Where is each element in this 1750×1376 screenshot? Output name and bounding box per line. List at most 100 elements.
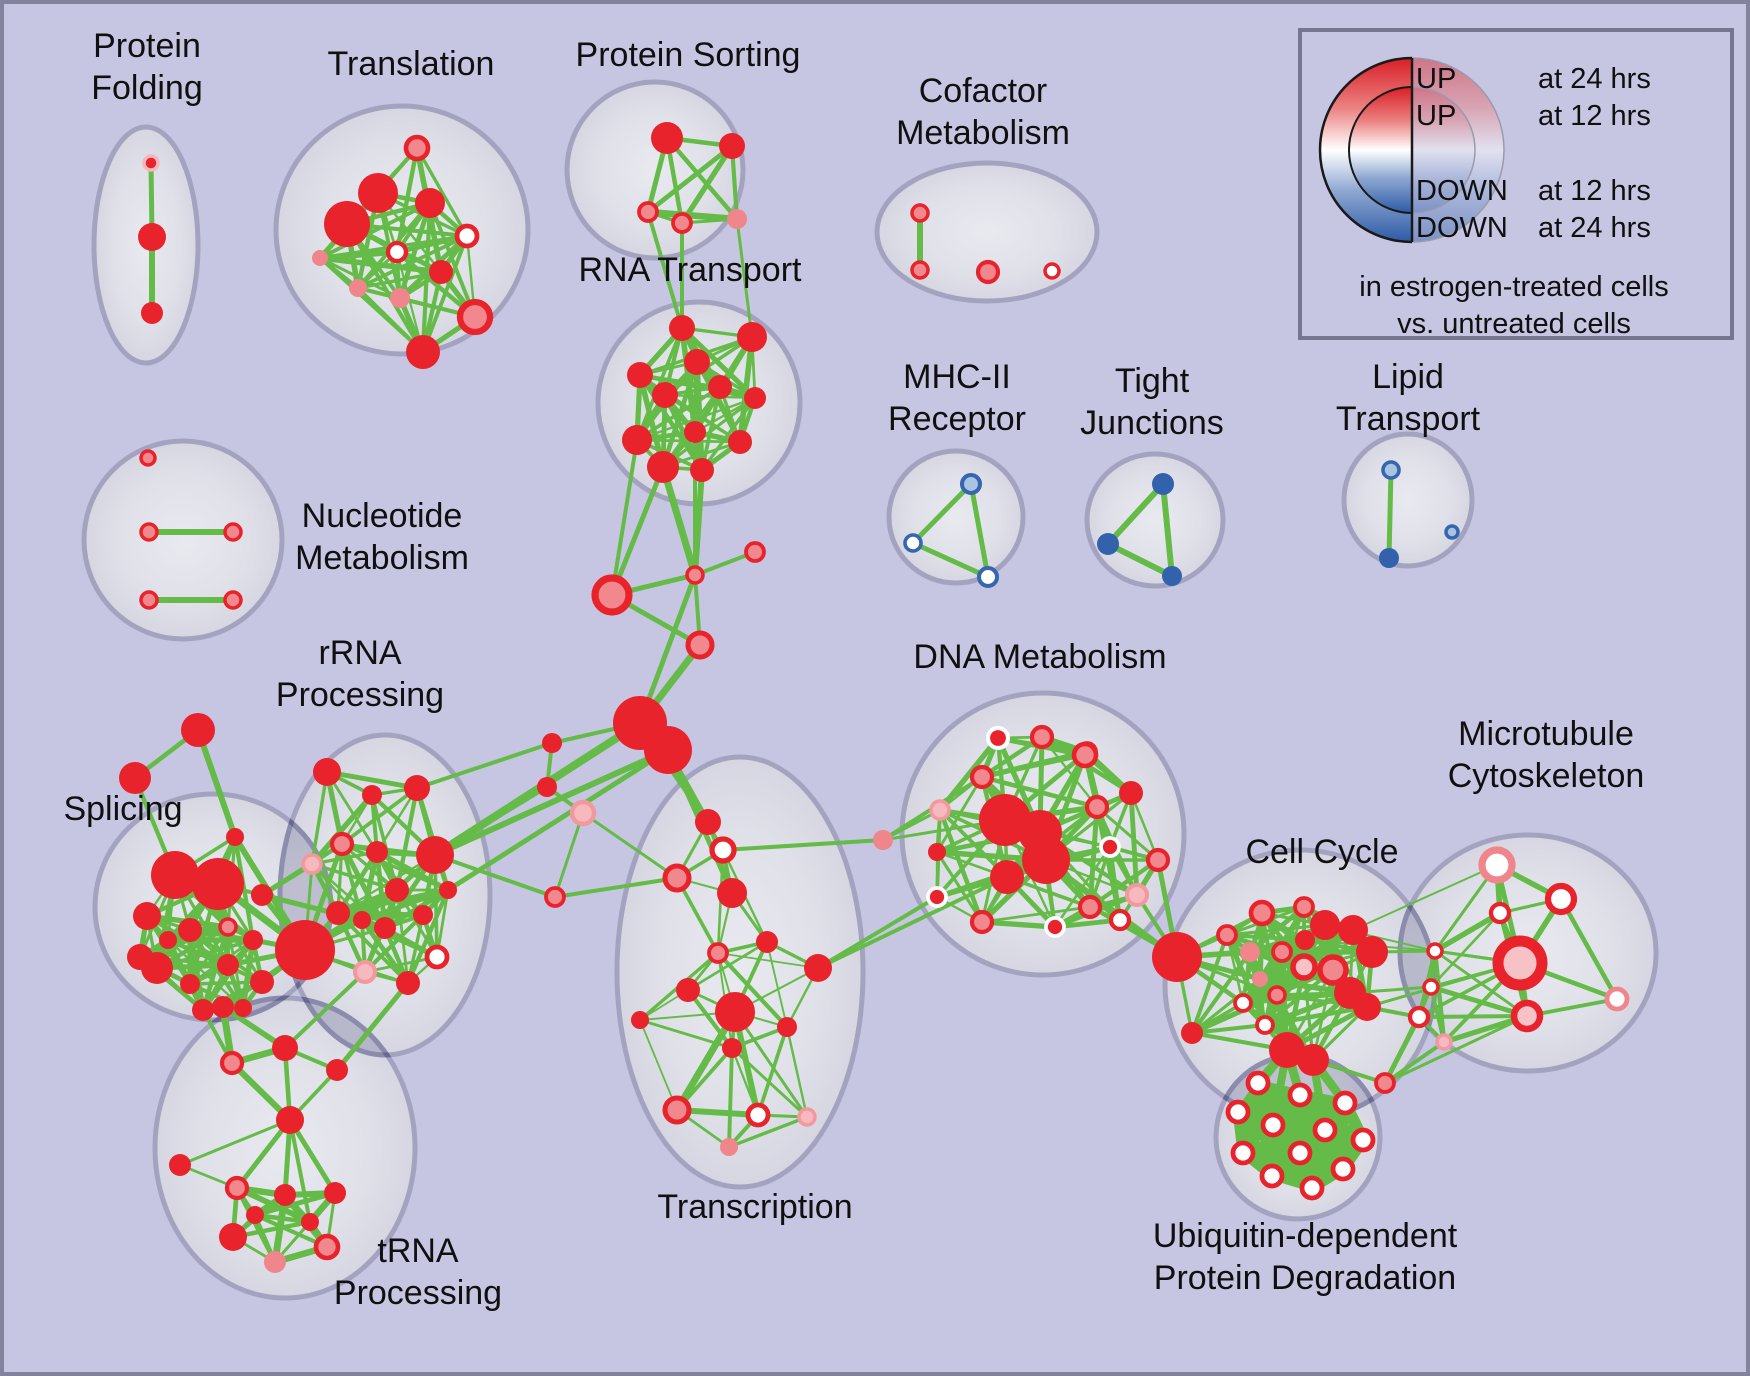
gene-node[interactable] — [139, 522, 159, 542]
gene-node[interactable] — [985, 725, 1011, 751]
gene-node[interactable] — [1267, 985, 1287, 1005]
gene-node[interactable] — [429, 260, 453, 284]
gene-node[interactable] — [178, 918, 202, 942]
gene-node[interactable] — [1350, 1127, 1376, 1153]
gene-node[interactable] — [246, 1206, 264, 1224]
gene-node[interactable] — [1099, 836, 1121, 858]
gene-node[interactable] — [1435, 1033, 1453, 1051]
gene-node[interactable] — [1374, 1072, 1396, 1094]
gene-node[interactable] — [1444, 524, 1460, 540]
gene-node[interactable] — [1152, 932, 1202, 982]
gene-node[interactable] — [1071, 741, 1099, 769]
gene-node[interactable] — [396, 971, 420, 995]
gene-node[interactable] — [1260, 1112, 1286, 1138]
gene-node[interactable] — [1407, 1005, 1431, 1029]
gene-node[interactable] — [975, 259, 1001, 285]
gene-node[interactable] — [719, 133, 745, 159]
gene-node[interactable] — [1510, 999, 1544, 1033]
gene-node[interactable] — [969, 909, 995, 935]
gene-node[interactable] — [671, 212, 693, 234]
gene-node[interactable] — [219, 1050, 245, 1076]
gene-node[interactable] — [133, 902, 161, 930]
gene-node[interactable] — [151, 851, 199, 899]
gene-node[interactable] — [358, 173, 398, 213]
gene-node[interactable] — [119, 762, 151, 794]
gene-node[interactable] — [715, 992, 755, 1032]
gene-node[interactable] — [873, 830, 893, 850]
gene-node[interactable] — [537, 777, 557, 797]
gene-node[interactable] — [684, 349, 710, 375]
gene-node[interactable] — [324, 201, 370, 247]
gene-node[interactable] — [647, 451, 679, 483]
gene-node[interactable] — [1271, 941, 1293, 963]
gene-node[interactable] — [928, 843, 946, 861]
gene-node[interactable] — [1108, 908, 1132, 932]
gene-node[interactable] — [1604, 986, 1630, 1012]
gene-node[interactable] — [756, 931, 778, 953]
gene-node[interactable] — [569, 799, 597, 827]
gene-node[interactable] — [707, 942, 729, 964]
gene-node[interactable] — [224, 1175, 250, 1201]
gene-node[interactable] — [141, 952, 173, 984]
gene-node[interactable] — [662, 1095, 692, 1125]
gene-node[interactable] — [274, 1184, 296, 1206]
gene-node[interactable] — [219, 1223, 247, 1251]
gene-node[interactable] — [353, 911, 371, 929]
gene-node[interactable] — [1119, 781, 1143, 805]
gene-node[interactable] — [454, 223, 480, 249]
gene-node[interactable] — [138, 223, 166, 251]
gene-node[interactable] — [542, 733, 562, 753]
gene-node[interactable] — [223, 522, 243, 542]
gene-node[interactable] — [744, 541, 766, 563]
gene-node[interactable] — [669, 315, 695, 341]
gene-node[interactable] — [1310, 910, 1340, 940]
gene-node[interactable] — [990, 860, 1024, 894]
gene-node[interactable] — [1334, 977, 1366, 1009]
gene-node[interactable] — [1287, 1140, 1313, 1166]
gene-node[interactable] — [385, 878, 409, 902]
gene-node[interactable] — [1233, 993, 1253, 1013]
gene-node[interactable] — [1097, 533, 1119, 555]
gene-node[interactable] — [1381, 460, 1401, 480]
gene-node[interactable] — [1145, 847, 1171, 873]
gene-node[interactable] — [275, 920, 335, 980]
gene-node[interactable] — [929, 799, 951, 821]
gene-node[interactable] — [728, 430, 752, 454]
gene-node[interactable] — [744, 387, 766, 409]
gene-node[interactable] — [1332, 1090, 1358, 1116]
gene-node[interactable] — [622, 425, 652, 455]
gene-node[interactable] — [1044, 916, 1066, 938]
gene-node[interactable] — [329, 831, 355, 857]
gene-node[interactable] — [264, 1251, 286, 1273]
gene-node[interactable] — [353, 960, 377, 984]
gene-node[interactable] — [1125, 883, 1149, 907]
gene-node[interactable] — [223, 590, 243, 610]
gene-node[interactable] — [690, 458, 714, 482]
gene-node[interactable] — [276, 1106, 304, 1134]
gene-node[interactable] — [1338, 915, 1368, 945]
gene-node[interactable] — [910, 260, 930, 280]
gene-node[interactable] — [324, 1182, 346, 1204]
gene-node[interactable] — [727, 209, 747, 229]
gene-node[interactable] — [413, 905, 433, 925]
gene-node[interactable] — [1312, 1117, 1338, 1143]
gene-node[interactable] — [374, 917, 396, 939]
gene-node[interactable] — [1290, 953, 1318, 981]
gene-node[interactable] — [1492, 935, 1548, 991]
gene-node[interactable] — [1295, 930, 1315, 950]
gene-node[interactable] — [1152, 473, 1174, 495]
gene-node[interactable] — [139, 449, 157, 467]
gene-node[interactable] — [1422, 978, 1440, 996]
gene-node[interactable] — [1426, 942, 1444, 960]
gene-node[interactable] — [591, 574, 633, 616]
gene-node[interactable] — [976, 565, 1000, 589]
gene-node[interactable] — [1216, 924, 1238, 946]
gene-node[interactable] — [797, 1107, 817, 1127]
gene-node[interactable] — [1225, 1099, 1251, 1125]
gene-node[interactable] — [544, 886, 566, 908]
gene-node[interactable] — [926, 886, 948, 908]
gene-node[interactable] — [385, 240, 409, 264]
gene-node[interactable] — [1230, 1140, 1256, 1166]
gene-node[interactable] — [745, 1102, 771, 1128]
gene-node[interactable] — [777, 1017, 797, 1037]
